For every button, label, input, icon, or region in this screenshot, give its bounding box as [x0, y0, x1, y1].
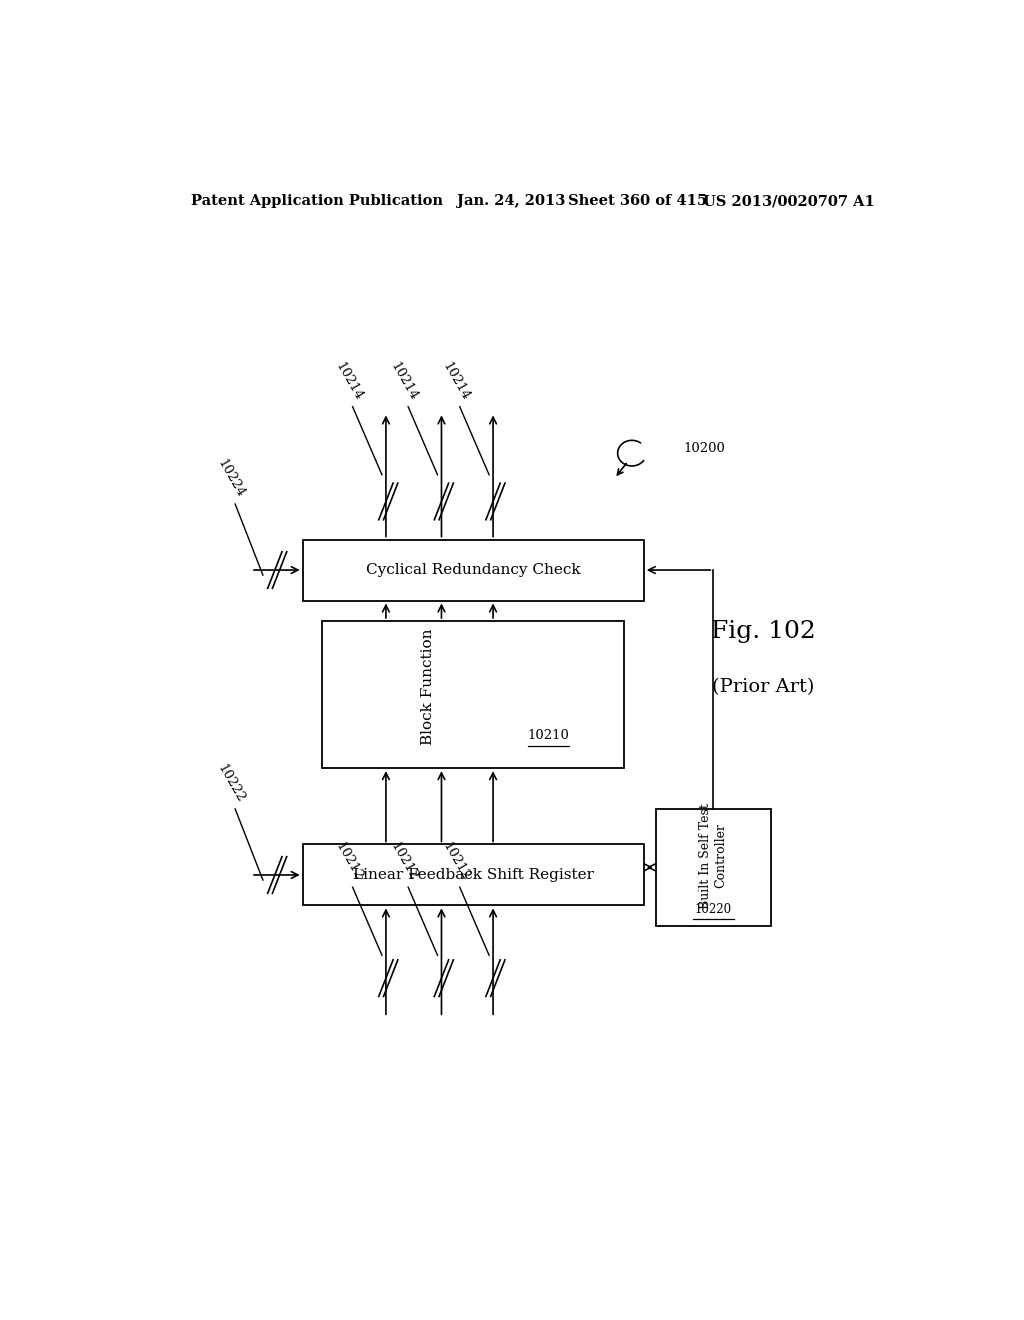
- Text: Linear Feedback Shift Register: Linear Feedback Shift Register: [352, 869, 594, 882]
- Text: US 2013/0020707 A1: US 2013/0020707 A1: [703, 194, 876, 209]
- Text: Patent Application Publication: Patent Application Publication: [191, 194, 443, 209]
- Text: 10212: 10212: [439, 841, 472, 883]
- Text: 10224: 10224: [215, 457, 247, 500]
- Text: 10214: 10214: [333, 360, 365, 403]
- Bar: [655, 809, 771, 925]
- Bar: [323, 620, 624, 768]
- Bar: [303, 540, 644, 601]
- Text: 10212: 10212: [333, 841, 365, 883]
- Text: Built In Self Test
Controller: Built In Self Test Controller: [699, 803, 727, 908]
- Text: 10210: 10210: [527, 730, 569, 742]
- Text: Fig. 102: Fig. 102: [711, 619, 815, 643]
- Text: Sheet 360 of 415: Sheet 360 of 415: [568, 194, 708, 209]
- Text: 10214: 10214: [388, 360, 420, 403]
- Text: 10214: 10214: [439, 360, 472, 403]
- Bar: [303, 845, 644, 906]
- Text: 10200: 10200: [684, 442, 725, 454]
- Text: (Prior Art): (Prior Art): [712, 678, 814, 696]
- Text: Block Function: Block Function: [421, 628, 435, 746]
- Text: 10220: 10220: [694, 903, 732, 916]
- Text: 10222: 10222: [215, 762, 247, 805]
- Text: Cyclical Redundancy Check: Cyclical Redundancy Check: [366, 564, 581, 577]
- Text: 10212: 10212: [388, 841, 420, 883]
- Text: Jan. 24, 2013: Jan. 24, 2013: [458, 194, 565, 209]
